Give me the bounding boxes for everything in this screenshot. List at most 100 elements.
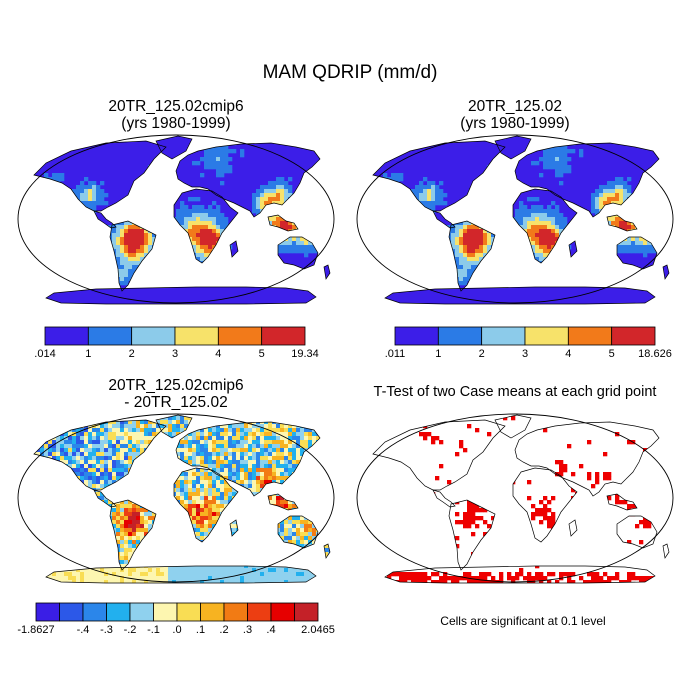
colorbar-a-swatch-0 <box>44 326 89 346</box>
colorbar-c-label-9: .4 <box>266 624 276 636</box>
coast-nz <box>323 264 331 280</box>
colorbar-c-swatch-2 <box>82 602 107 622</box>
land-fill <box>34 415 330 583</box>
colorbar-a <box>44 326 306 346</box>
panel-a-title-line1: 20TR_125.02cmip6 <box>108 98 244 115</box>
colorbar-c-swatch-10 <box>270 602 295 622</box>
colorbar-c-swatch-3 <box>106 602 131 622</box>
colorbar-a-swatch-2 <box>131 326 176 346</box>
coast-greenland <box>494 414 532 439</box>
coast-namerica <box>33 419 167 491</box>
coast-greenland <box>494 135 532 160</box>
colorbar-c-label-8: .3 <box>242 624 253 636</box>
colorbar-c-label-4: -.1 <box>147 624 160 636</box>
colorbar-a-label-1: 1 <box>85 348 92 360</box>
colorbar-c-label-10: 2.0465 <box>301 624 335 636</box>
coast-camerica <box>93 489 117 508</box>
map-panel-b <box>356 134 674 305</box>
colorbar-c-swatch-4 <box>129 602 154 622</box>
colorbar-c <box>35 602 319 622</box>
panel-d-footnote: Cells are significant at 0.1 level <box>440 614 606 628</box>
colorbar-c-label-7: .2 <box>219 624 229 636</box>
colorbar-b-swatch-1 <box>437 326 483 346</box>
colorbar-b-label-0: .011 <box>384 348 406 360</box>
coast-eurasia <box>175 421 321 497</box>
panel-a-title: 20TR_125.02cmip6 (yrs 1980-1999) <box>16 98 336 132</box>
colorbar-c-swatch-8 <box>223 602 248 622</box>
coast-indonesia <box>267 214 299 232</box>
figure-title: MAM QDRIP (mm/d) <box>262 62 438 83</box>
coast-camerica <box>432 489 456 508</box>
coast-samerica <box>448 499 496 571</box>
coast-indonesia <box>606 493 638 511</box>
colorbar-b-swatch-3 <box>524 326 569 346</box>
colorbar-c-label-3: -.2 <box>123 624 137 636</box>
panel-b-title-line1: 20TR_125.02 <box>468 98 562 115</box>
colorbar-c-label-0: -1.8627 <box>17 624 55 636</box>
land-fill <box>34 136 330 304</box>
coast-madagascar <box>568 519 578 537</box>
panel-d-title: T-Test of two Case means at each grid po… <box>373 384 657 400</box>
colorbar-c-swatch-0 <box>35 602 60 622</box>
colorbar-a-label-3: 3 <box>171 348 179 360</box>
coast-indonesia <box>606 214 638 232</box>
coastlines <box>372 414 670 584</box>
coast-camerica <box>432 210 456 229</box>
colorbar-c-swatch-5 <box>153 602 178 622</box>
land-fill <box>373 136 669 304</box>
colorbar-c-label-2: -.3 <box>100 624 113 636</box>
coast-camerica <box>93 210 117 229</box>
colorbar-a-label-4: 4 <box>215 348 222 360</box>
coast-africa <box>173 188 239 264</box>
colorbar-a-label-6: 19.34 <box>291 348 319 360</box>
colorbar-b-label-2: 2 <box>478 348 485 360</box>
colorbar-b-swatch-4 <box>567 326 613 346</box>
colorbar-a-label-2: 2 <box>128 348 135 360</box>
panel-a-title-line2: (yrs 1980-1999) <box>121 115 231 132</box>
coast-antarctica <box>45 286 317 305</box>
coast-antarctica <box>384 565 656 584</box>
map-boundary <box>17 134 335 304</box>
map-boundary <box>356 134 674 304</box>
colorbar-c-swatch-1 <box>59 602 84 622</box>
coast-antarctica <box>384 286 656 305</box>
colorbar-c-swatch-7 <box>200 602 225 622</box>
coast-samerica <box>109 220 157 292</box>
colorbar-c-swatch-11 <box>294 602 319 622</box>
coast-africa <box>173 467 239 543</box>
coast-indonesia <box>267 493 299 511</box>
coast-namerica <box>33 140 167 212</box>
coast-nz <box>662 543 670 559</box>
coast-eurasia <box>175 142 321 218</box>
coast-eurasia <box>514 142 660 218</box>
coastlines <box>372 135 670 305</box>
panel-c-title-line1: 20TR_125.02cmip6 <box>108 377 244 394</box>
coast-samerica <box>109 499 157 571</box>
panel-c-title: 20TR_125.02cmip6 - 20TR_125.02 <box>16 377 336 411</box>
colorbar-b-swatch-0 <box>394 326 439 346</box>
coast-greenland <box>155 414 193 439</box>
map-boundary <box>17 413 335 583</box>
coast-namerica <box>372 140 506 212</box>
colorbar-c-swatch-6 <box>176 602 201 622</box>
panel-b-title-line2: (yrs 1980-1999) <box>460 115 570 132</box>
coast-nz <box>662 264 670 280</box>
coast-namerica <box>372 419 506 491</box>
colorbar-c-label-6: .1 <box>195 624 206 636</box>
coast-australia <box>616 515 658 549</box>
coast-africa <box>512 188 578 264</box>
coastlines <box>33 135 331 305</box>
colorbar-c-label-1: -.4 <box>76 624 90 636</box>
coast-madagascar <box>229 240 239 258</box>
coastlines <box>33 414 331 584</box>
coast-greenland <box>155 135 193 160</box>
map-panel-c <box>17 413 335 584</box>
panel-b-title: 20TR_125.02 (yrs 1980-1999) <box>355 98 675 132</box>
colorbar-b-label-6: 18.626 <box>638 348 672 360</box>
coast-antarctica <box>45 565 317 584</box>
coast-eurasia <box>514 421 660 497</box>
colorbar-a-swatch-1 <box>87 326 133 346</box>
colorbar-a-swatch-5 <box>261 326 306 346</box>
panel-c-title-line2: - 20TR_125.02 <box>124 394 228 411</box>
map-panel-a <box>17 134 335 305</box>
